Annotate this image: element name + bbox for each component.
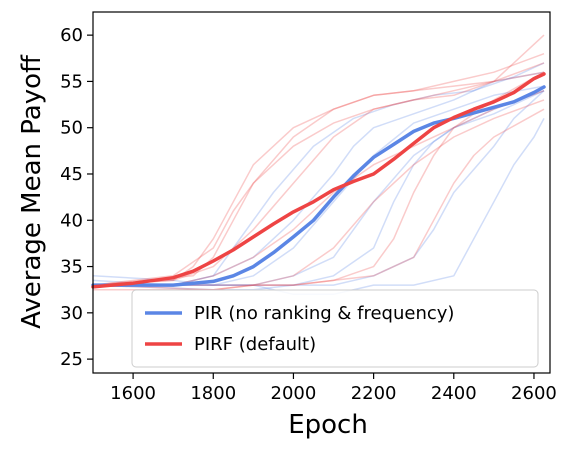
background-runs [92, 34, 545, 296]
series-lines [91, 72, 546, 289]
background-run-red-5 [93, 108, 545, 291]
background-run-red-1 [92, 52, 545, 286]
x-axis-title: Epoch [288, 410, 368, 440]
background-run-blue-6 [93, 71, 545, 286]
series-line-pirf [91, 72, 546, 289]
background-run-red-3 [93, 71, 545, 286]
plot-frame [92, 11, 551, 374]
background-run-red-6 [92, 34, 545, 286]
y-tick-label: 30 [60, 303, 83, 324]
legend-label-pirf: PIRF (default) [194, 334, 316, 355]
series-line-pir [91, 85, 546, 287]
x-tick-label: 2600 [511, 383, 557, 404]
x-tick-label: 2400 [431, 383, 477, 404]
y-tick-label: 35 [60, 257, 83, 278]
background-run-blue-1 [93, 62, 545, 286]
y-tick-label: 45 [60, 164, 83, 185]
x-tick-label: 2000 [271, 383, 317, 404]
y-tick-label: 40 [60, 210, 83, 231]
legend: PIR (no ranking & frequency) PIRF (defau… [131, 289, 539, 368]
x-tick-label: 1800 [190, 383, 236, 404]
background-run-blue-0 [92, 85, 545, 286]
y-tick-label: 25 [60, 349, 83, 370]
background-run-blue-5 [93, 118, 545, 296]
legend-box [131, 289, 539, 368]
x-tick-label: 1600 [110, 383, 156, 404]
background-run-red-2 [92, 62, 545, 286]
x-tick-label: 2200 [351, 383, 397, 404]
y-tick-label: 50 [60, 118, 83, 139]
y-axis-ticks: 25 30 35 40 45 50 55 60 [60, 25, 93, 370]
legend-label-pir: PIR (no ranking & frequency) [194, 303, 454, 324]
background-run-blue-4 [93, 89, 545, 286]
background-run-red-4 [93, 89, 545, 286]
background-run-red-0 [92, 71, 545, 286]
y-tick-label: 55 [60, 71, 83, 92]
background-run-red-7 [92, 99, 545, 291]
y-axis-title: Average Mean Payoff [17, 54, 47, 329]
x-axis-ticks: 1600 1800 2000 2200 2400 2600 [110, 373, 557, 404]
y-tick-label: 60 [60, 25, 83, 46]
